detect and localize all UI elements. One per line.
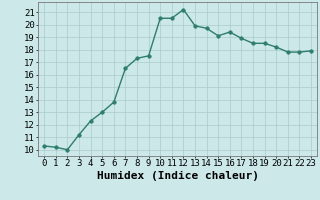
X-axis label: Humidex (Indice chaleur): Humidex (Indice chaleur) [97, 171, 259, 181]
